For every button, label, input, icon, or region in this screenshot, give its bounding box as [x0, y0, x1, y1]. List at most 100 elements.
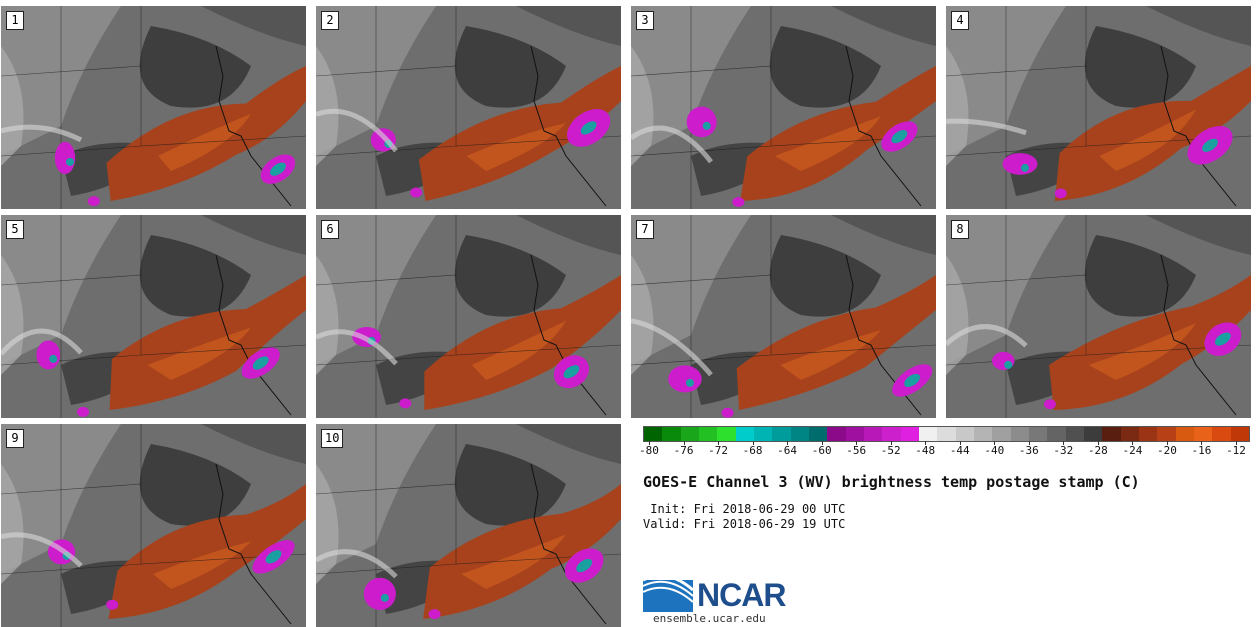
colorbar-tick-label: -40 — [984, 444, 1005, 457]
colorbar-tick-mark — [856, 441, 858, 445]
colorbar-tick-mark — [994, 441, 996, 445]
colorbar-tick-label: -24 — [1122, 444, 1143, 457]
colorbar-swatch — [992, 427, 1011, 441]
colorbar-tick-label: -56 — [846, 444, 867, 457]
colorbar-tick-mark — [959, 441, 961, 445]
wv-map-icon — [946, 6, 1251, 209]
colorbar-swatch — [1157, 427, 1176, 441]
colorbar-swatch — [1028, 427, 1048, 441]
stamp-panel: 3 — [631, 6, 936, 209]
colorbar-swatch — [1193, 427, 1213, 441]
colorbar-swatch — [735, 427, 754, 441]
colorbar-swatch — [1230, 427, 1249, 441]
colorbar-tick-label: -32 — [1053, 444, 1074, 457]
stamp-panel: 6 — [316, 215, 621, 418]
colorbar-swatch — [1083, 427, 1103, 441]
colorbar-tick-label: -76 — [673, 444, 694, 457]
colorbar-swatch — [698, 427, 718, 441]
colorbar-tick-mark — [1132, 441, 1134, 445]
colorbar-swatch — [882, 427, 901, 441]
stamp-panel: 4 — [946, 6, 1251, 209]
panel-number: 6 — [321, 220, 339, 239]
colorbar-swatch — [827, 427, 846, 441]
colorbar-swatch — [753, 427, 773, 441]
stamp-panel: 1 — [1, 6, 306, 209]
colorbar — [643, 426, 1250, 442]
colorbar-swatch — [973, 427, 993, 441]
colorbar-tick-mark — [1028, 441, 1030, 445]
panel-number: 9 — [6, 429, 24, 448]
ncar-logo-text: NCAR — [697, 577, 786, 613]
wv-map-icon — [1, 424, 306, 627]
colorbar-tick-mark — [1236, 441, 1237, 445]
stamp-panel: 8 — [946, 215, 1251, 418]
colorbar-tick-mark — [1063, 441, 1065, 445]
colorbar-tick-mark — [718, 441, 720, 445]
colorbar-swatch — [1120, 427, 1139, 441]
colorbar-tick-mark — [752, 441, 754, 445]
panel-number: 2 — [321, 11, 339, 30]
colorbar-tick-label: -44 — [949, 444, 970, 457]
colorbar-tick-mark — [787, 441, 789, 445]
panel-number: 7 — [636, 220, 654, 239]
colorbar-tick-label: -68 — [742, 444, 763, 457]
colorbar-swatch — [900, 427, 919, 441]
colorbar-swatch — [790, 427, 809, 441]
stamp-panel: 9 — [1, 424, 306, 627]
wv-map-icon — [316, 424, 621, 627]
colorbar-swatch — [1212, 427, 1231, 441]
colorbar-tick-mark — [925, 441, 927, 445]
init-time: Init: Fri 2018-06-29 00 UTC — [643, 502, 846, 516]
colorbar-tick-label: -48 — [915, 444, 936, 457]
colorbar-tick-mark — [1097, 441, 1099, 445]
colorbar-swatch — [955, 427, 974, 441]
panel-number: 10 — [321, 429, 344, 448]
colorbar-tick-label: -20 — [1157, 444, 1177, 457]
colorbar-swatch — [863, 427, 883, 441]
wv-map-icon — [1, 6, 306, 209]
stamp-panel: 7 — [631, 215, 936, 418]
colorbar-tick-label: -52 — [880, 444, 901, 457]
valid-time: Valid: Fri 2018-06-29 19 UTC — [643, 517, 846, 531]
colorbar-swatch — [644, 427, 663, 441]
colorbar-tick-mark — [683, 441, 685, 445]
colorbar-tick-mark — [821, 441, 823, 445]
panel-number: 8 — [951, 220, 969, 239]
ncar-logo-icon — [643, 574, 694, 612]
colorbar-swatch — [808, 427, 828, 441]
colorbar-swatch — [1175, 427, 1194, 441]
wv-map-icon — [946, 215, 1251, 418]
colorbar-swatch — [1065, 427, 1084, 441]
stamp-panel: 5 — [1, 215, 306, 418]
colorbar-swatch — [662, 427, 681, 441]
panel-number: 4 — [951, 11, 969, 30]
stamp-panel: 2 — [316, 6, 621, 209]
colorbar-tick-label: -16 — [1191, 444, 1212, 457]
wv-map-icon — [316, 215, 621, 418]
colorbar-tick-mark — [890, 441, 892, 445]
colorbar-swatch — [1138, 427, 1158, 441]
colorbar-tick-label: -80 — [639, 444, 659, 457]
colorbar-swatch — [1102, 427, 1121, 441]
colorbar-tick-label: -60 — [811, 444, 832, 457]
colorbar-tick-label: -12 — [1226, 444, 1246, 457]
chart-title: GOES-E Channel 3 (WV) brightness temp po… — [643, 473, 1140, 491]
colorbar-swatch — [1047, 427, 1066, 441]
colorbar-swatch — [680, 427, 699, 441]
wv-map-icon — [316, 6, 621, 209]
wv-map-icon — [631, 6, 936, 209]
colorbar-tick-label: -28 — [1087, 444, 1108, 457]
stamp-panel: 10 — [316, 424, 621, 627]
colorbar-swatch — [772, 427, 791, 441]
colorbar-swatch — [845, 427, 864, 441]
colorbar-tick-label: -36 — [1018, 444, 1039, 457]
panel-number: 3 — [636, 11, 654, 30]
colorbar-tick-mark — [1166, 441, 1168, 445]
site-url: ensemble.ucar.edu — [653, 612, 766, 625]
wv-map-icon — [631, 215, 936, 418]
colorbar-swatch — [717, 427, 736, 441]
colorbar-swatch — [1010, 427, 1029, 441]
wv-map-icon — [1, 215, 306, 418]
colorbar-tick-label: -72 — [708, 444, 728, 457]
panel-number: 5 — [6, 220, 24, 239]
